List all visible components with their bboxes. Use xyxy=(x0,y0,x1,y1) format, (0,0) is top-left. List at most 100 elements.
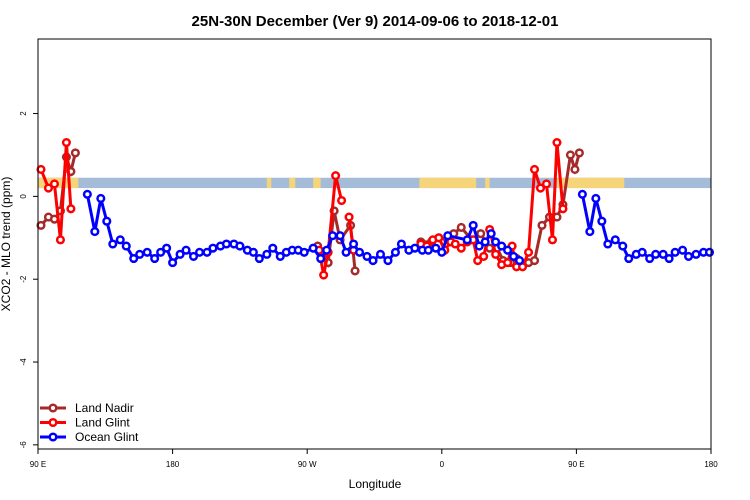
legend-swatch-marker xyxy=(48,432,58,442)
ocean-glint-point xyxy=(254,253,264,264)
ocean-glint-point xyxy=(691,249,701,259)
ocean-glint-point xyxy=(162,243,172,253)
ocean-glint-point xyxy=(410,243,420,253)
band-land-segment xyxy=(289,177,296,189)
x-tick-label: 90 E xyxy=(30,460,46,469)
ocean-glint-point xyxy=(235,241,245,251)
land-glint-point xyxy=(319,270,329,280)
land-nadir-point xyxy=(476,229,486,239)
ocean-glint-point xyxy=(497,241,507,251)
x-axis-label: Longitude xyxy=(349,477,402,491)
legend-label: Ocean Glint xyxy=(75,430,139,444)
land-nadir-point xyxy=(70,148,80,158)
ocean-glint-point xyxy=(129,253,139,264)
ocean-glint-point xyxy=(591,193,601,203)
land-glint-point xyxy=(337,195,347,206)
ocean-glint-point xyxy=(188,251,199,261)
land-glint-point xyxy=(523,247,534,257)
legend-item-land-glint: Land Glint xyxy=(40,416,130,430)
ocean-glint-point xyxy=(349,239,359,249)
ocean-glint-point xyxy=(121,241,131,251)
ocean-glint-point xyxy=(202,247,212,257)
ocean-glint-point xyxy=(443,231,453,241)
ocean-glint-point xyxy=(658,249,668,259)
ocean-glint-point xyxy=(509,251,519,261)
ocean-glint-point xyxy=(102,216,112,226)
ocean-glint-point xyxy=(603,239,613,249)
land-nadir-point xyxy=(529,256,540,266)
ocean-glint-point xyxy=(390,247,400,257)
ocean-glint-point xyxy=(664,253,674,264)
y-axis: 2 0 -2 -4 -6 xyxy=(19,111,38,448)
land-nadir-point xyxy=(565,150,575,160)
y-tick-label: 0 xyxy=(19,194,28,199)
land-nadir-point xyxy=(36,220,46,230)
x-tick-label: 90 E xyxy=(568,460,584,469)
land-nadir-point xyxy=(574,148,584,158)
ocean-glint-point xyxy=(624,253,634,264)
land-glint-point xyxy=(61,137,71,148)
series-ocean-glint xyxy=(82,189,715,268)
ocean-glint-point xyxy=(491,237,501,247)
ocean-glint-point xyxy=(268,243,278,253)
ocean-glint-point xyxy=(208,243,218,253)
land-glint-point xyxy=(503,258,513,268)
ocean-glint-point xyxy=(585,227,595,237)
ocean-glint-point xyxy=(194,247,205,257)
ocean-glint-point xyxy=(383,256,393,266)
ocean-glint-point xyxy=(322,245,332,255)
x-tick-label: 0 xyxy=(440,460,445,469)
ocean-glint-point xyxy=(645,253,655,264)
ocean-glint-point xyxy=(335,231,345,241)
ocean-glint-point xyxy=(486,229,496,239)
band-land-segment xyxy=(556,177,625,189)
land-glint-point xyxy=(344,212,354,222)
land-glint-point xyxy=(535,183,546,193)
land-glint-point xyxy=(49,179,60,189)
ocean-glint-point xyxy=(96,193,106,203)
ocean-glint-point xyxy=(150,253,160,264)
ocean-glint-point xyxy=(108,239,118,249)
ocean-glint-point xyxy=(597,216,607,226)
land-nadir-point xyxy=(570,164,580,175)
ocean-glint-point xyxy=(362,251,372,261)
band-land-segment xyxy=(419,177,477,189)
x-tick-label: 90 W xyxy=(298,460,317,469)
chart-title: 25N-30N December (Ver 9) 2014-09-06 to 2… xyxy=(192,13,559,30)
land-glint-point xyxy=(473,256,483,266)
land-nadir-point xyxy=(350,266,360,276)
series-land-nadir xyxy=(36,148,584,276)
plot-frame xyxy=(37,38,712,450)
ocean-glint-point xyxy=(375,249,386,259)
ocean-glint-point xyxy=(308,243,318,253)
x-tick-label: 180 xyxy=(166,460,180,469)
legend-swatch-marker xyxy=(48,403,58,413)
ocean-glint-point xyxy=(396,239,406,249)
legend-swatch-marker xyxy=(48,417,58,428)
land-glint-point xyxy=(547,235,558,245)
ocean-glint-point xyxy=(437,247,447,257)
ocean-glint-point xyxy=(181,245,191,255)
land-glint-point xyxy=(55,235,65,245)
legend-item-ocean-glint: Ocean Glint xyxy=(40,430,139,444)
series-land-glint xyxy=(36,137,568,280)
band-land-segment xyxy=(313,177,321,189)
y-tick-label: -2 xyxy=(19,275,28,283)
land-glint-point xyxy=(66,204,76,214)
ocean-glint-point xyxy=(610,235,620,245)
ocean-glint-point xyxy=(503,245,513,255)
ocean-glint-point xyxy=(468,220,478,230)
y-axis-label: XCO2 - MLO trend (ppm) xyxy=(0,177,13,312)
ocean-glint-line xyxy=(580,194,710,261)
land-glint-point xyxy=(36,164,46,175)
ocean-glint-point xyxy=(684,251,694,261)
x-axis: 90 E 180 90 W 0 90 E 180 xyxy=(30,449,718,469)
ocean-glint-point xyxy=(341,247,351,257)
ocean-glint-point xyxy=(462,235,472,245)
band-land-segment xyxy=(266,177,272,189)
land-glint-point xyxy=(434,233,444,243)
ocean-glint-point xyxy=(480,237,490,247)
ocean-glint-point xyxy=(316,253,326,264)
